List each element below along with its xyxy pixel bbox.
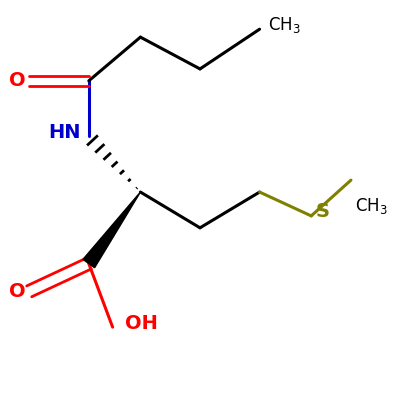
Text: HN: HN	[48, 123, 81, 142]
Text: S: S	[315, 202, 329, 222]
Text: O: O	[8, 71, 25, 90]
Text: CH$_3$: CH$_3$	[355, 196, 388, 216]
Polygon shape	[83, 192, 140, 268]
Text: CH$_3$: CH$_3$	[268, 15, 300, 35]
Text: OH: OH	[124, 314, 158, 333]
Text: O: O	[8, 282, 25, 301]
